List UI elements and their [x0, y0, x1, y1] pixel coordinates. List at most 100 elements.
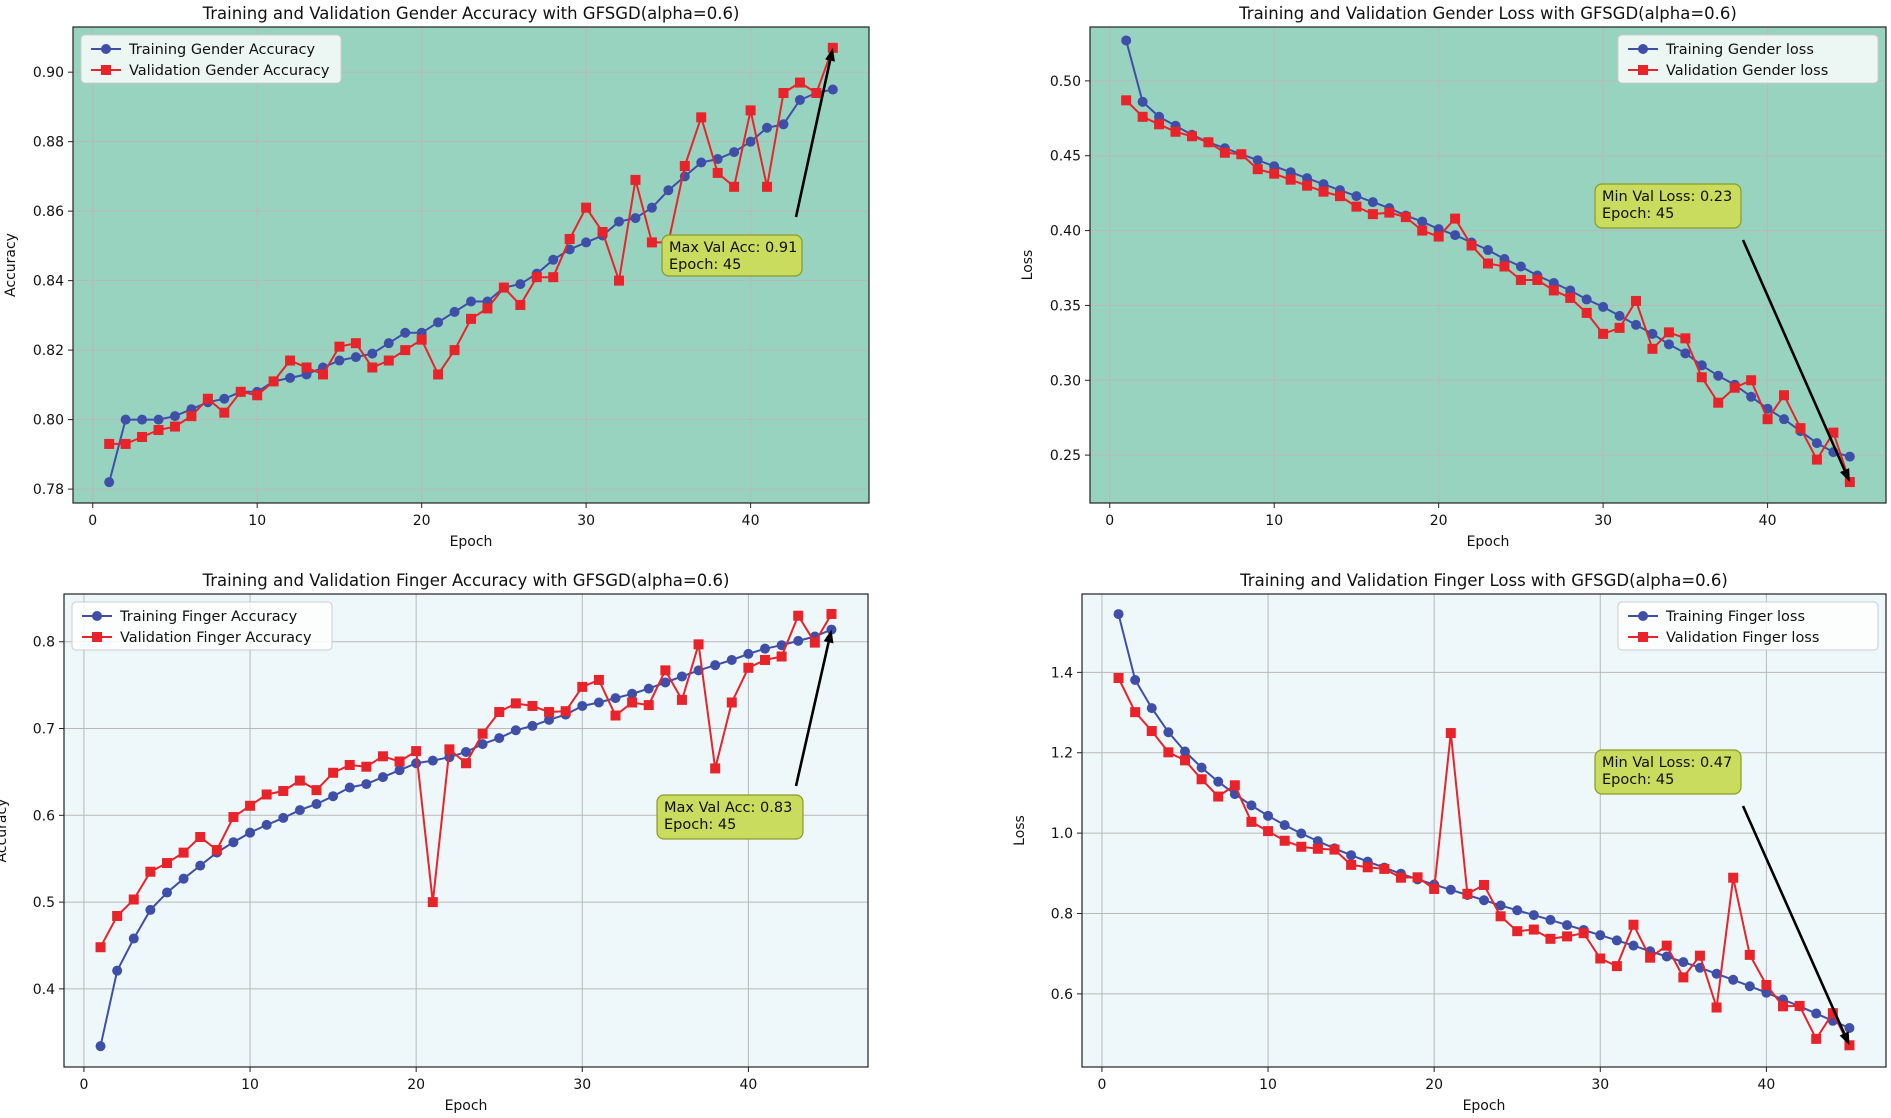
data-point-validation [1581, 307, 1592, 318]
data-point-validation [710, 763, 721, 774]
data-point-training [729, 147, 740, 158]
legend-box [1617, 601, 1879, 651]
data-point-validation [1312, 843, 1323, 854]
data-point-validation [1827, 1008, 1838, 1019]
data-point-training [394, 765, 405, 776]
chart-title: Training and Validation Finger Accuracy … [202, 571, 730, 590]
chart-3: 0 10 20 30 40 0.4 0.5 0.6 0.7 0.8 Training and Val… [0, 571, 869, 1114]
data-point-validation [137, 431, 148, 442]
data-point-validation [1628, 919, 1639, 930]
x-axis-label: Epoch [445, 1098, 488, 1114]
legend-label-validation: Validation Finger Accuracy [120, 630, 312, 646]
legend-label-validation: Validation Finger loss [1666, 630, 1819, 646]
data-point-validation [794, 77, 805, 88]
data-point-training [710, 660, 721, 671]
data-point-training [1746, 391, 1757, 402]
legend-marker [1638, 611, 1648, 621]
y-tick-label: 1.4 [1051, 665, 1073, 681]
data-point-validation [1367, 209, 1378, 220]
data-point-validation [712, 167, 723, 178]
x-tick-label: 20 [407, 1077, 425, 1093]
data-point-training [1844, 1023, 1855, 1034]
legend-marker [92, 611, 102, 621]
data-point-validation [1661, 940, 1672, 951]
data-point-validation [1252, 164, 1263, 175]
data-point-training [195, 860, 206, 871]
data-point-validation [679, 160, 690, 171]
data-point-validation [1680, 333, 1691, 344]
data-point-validation [361, 761, 372, 772]
y-tick-label: 0.82 [33, 343, 64, 359]
data-point-validation [826, 608, 837, 619]
data-point-validation [235, 386, 246, 397]
data-point-validation [1318, 186, 1329, 197]
data-point-validation [1794, 1000, 1805, 1011]
data-point-training [614, 216, 625, 227]
data-point-validation [161, 858, 172, 869]
data-point-validation [1565, 292, 1576, 303]
y-axis-label: Accuracy [3, 233, 19, 297]
annotation-text: Min Val Loss: 0.47 [1602, 755, 1732, 771]
chart-2: 0 10 20 30 40 0.25 0.30 0.35 0.40 0.45 0.50 Trainin… [1020, 4, 1887, 550]
data-point-training [1130, 675, 1141, 685]
data-point-validation [1329, 844, 1340, 855]
data-point-training [161, 887, 172, 898]
data-point-validation [394, 756, 405, 767]
data-point-validation [1417, 225, 1428, 236]
data-point-training [1844, 451, 1855, 462]
data-point-validation [1219, 147, 1230, 158]
data-point-training [745, 136, 756, 147]
data-point-training [95, 1041, 106, 1052]
data-point-validation [367, 362, 378, 373]
data-point-validation [477, 728, 488, 739]
annotation-arrowhead [825, 47, 835, 62]
data-point-validation [793, 610, 804, 621]
data-point-validation [745, 105, 756, 116]
data-point-validation [334, 341, 345, 352]
data-point-validation [1729, 382, 1740, 393]
data-point-validation [610, 710, 621, 721]
data-point-training [350, 352, 361, 363]
data-point-training [1196, 762, 1207, 773]
annotation-arrowhead [1839, 468, 1850, 483]
chart-title: Training and Validation Gender Accuracy … [202, 4, 740, 23]
data-point-validation [1154, 119, 1165, 130]
data-point-validation [186, 411, 197, 422]
data-point-validation [1362, 862, 1373, 873]
data-point-validation [1462, 888, 1473, 899]
data-point-validation [195, 832, 206, 843]
data-point-validation [1400, 212, 1411, 223]
y-tick-label: 0.8 [1051, 906, 1073, 922]
legend-label-training: Training Gender loss [1665, 42, 1814, 58]
data-point-training [544, 714, 555, 725]
data-point-validation [1429, 883, 1440, 894]
data-point-training [494, 733, 505, 744]
data-point-training [1581, 294, 1592, 305]
x-tick-label: 20 [413, 513, 431, 529]
data-point-validation [1728, 872, 1739, 883]
data-point-training [400, 327, 411, 338]
data-point-validation [1761, 980, 1772, 991]
x-tick-label: 10 [241, 1077, 259, 1093]
data-point-validation [1647, 343, 1658, 354]
data-point-validation [1236, 149, 1247, 160]
data-point-training [1163, 727, 1174, 738]
data-point-training [1761, 987, 1772, 998]
data-point-training [1296, 828, 1307, 839]
data-point-validation [1598, 328, 1609, 339]
data-point-training [461, 746, 471, 757]
data-point-validation [1744, 949, 1755, 960]
legend: Training Gender loss Validation Gender lo… [1617, 34, 1879, 84]
x-tick-label: 30 [573, 1077, 591, 1093]
data-point-validation [95, 942, 106, 953]
legend: Training Finger Accuracy Validation Finge… [71, 601, 333, 651]
x-tick-label: 0 [79, 1077, 88, 1093]
data-point-validation [776, 651, 787, 662]
data-point-validation [809, 637, 820, 648]
data-point-training [311, 799, 322, 810]
data-point-validation [548, 272, 559, 283]
y-tick-label: 0.6 [1051, 987, 1073, 1003]
annotation-arrow [794, 60, 832, 218]
y-tick-label: 0.86 [33, 204, 64, 220]
